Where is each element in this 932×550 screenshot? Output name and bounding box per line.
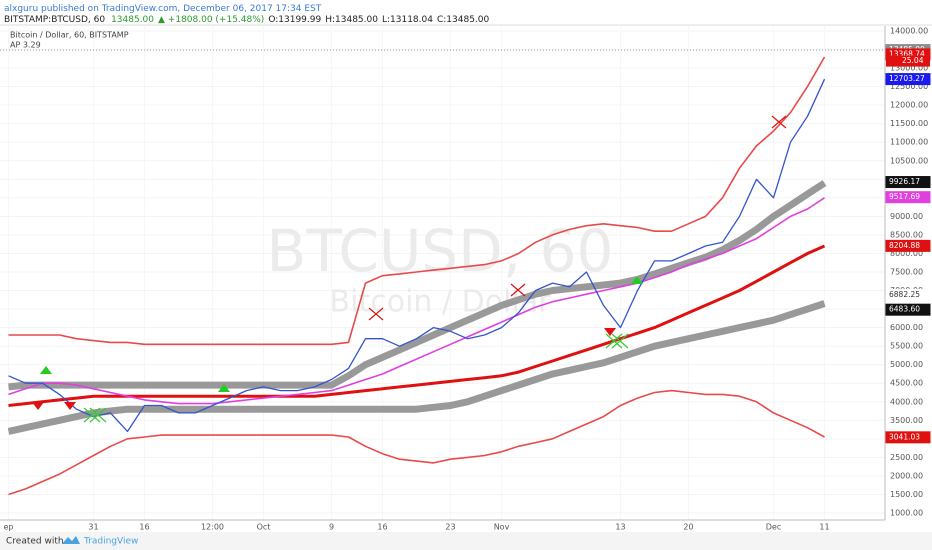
watermark-symbol: BTCUSD, 60 xyxy=(267,217,614,285)
series-line xyxy=(7,300,826,435)
series-line xyxy=(8,78,826,433)
price-tag xyxy=(885,303,931,316)
buy-marker xyxy=(631,276,643,284)
price-tag-label: 6882.25 xyxy=(889,290,920,299)
y-tick-label: 2500.00 xyxy=(890,453,923,462)
plot xyxy=(0,49,885,496)
y-tick-label: 9000.00 xyxy=(890,212,923,221)
symbol: BITSTAMP:BTCUSD, 60 xyxy=(4,15,105,25)
indicator-tag xyxy=(886,55,930,67)
indicator-tag-label: 25.04 xyxy=(902,56,924,65)
x-tick-label: 13 xyxy=(615,523,625,532)
footer-created: Created with xyxy=(6,537,64,547)
series-line xyxy=(8,197,825,405)
x-tick-label: ep xyxy=(4,523,14,532)
series-line xyxy=(8,56,826,346)
cross-marker xyxy=(510,283,526,297)
price-tag-label: 3041.03 xyxy=(889,432,920,441)
price-tag xyxy=(885,431,931,444)
sell-marker xyxy=(64,402,76,410)
x-tick-label: 16 xyxy=(377,523,387,532)
y-tick-label: 4000.00 xyxy=(890,397,923,406)
brand-logo xyxy=(62,536,80,544)
buy-marker xyxy=(218,384,230,392)
pane-title: Bitcoin / Dollar, 60, BITSTAMP xyxy=(10,31,129,40)
x-tick-label: 20 xyxy=(683,523,693,532)
x-tick-label: Nov xyxy=(494,523,510,532)
y-tick-label: 10500.00 xyxy=(890,156,928,165)
price-tag-label: 9926.17 xyxy=(889,177,920,186)
y-tick-label: 2000.00 xyxy=(890,471,923,480)
ohlc: L:13118.04 xyxy=(382,15,433,25)
price-tag-label: 9517.69 xyxy=(889,192,920,201)
price-tag xyxy=(885,191,931,204)
x-tick-label: 9 xyxy=(329,523,334,532)
series-line xyxy=(8,389,825,496)
y-tick-label: 12000.00 xyxy=(890,101,928,110)
x-tick-label: Oct xyxy=(257,523,271,532)
y-tick-label: 8500.00 xyxy=(890,230,923,239)
y-tick-label: 11000.00 xyxy=(890,138,928,147)
ohlc: H:13485.00 xyxy=(325,15,378,25)
buy-marker xyxy=(40,366,52,374)
series-line xyxy=(8,244,826,407)
cross-marker xyxy=(83,407,107,423)
x-tick-label: 11 xyxy=(819,523,829,532)
y-tick-label: 8000.00 xyxy=(890,249,923,258)
y-tick-label: 6000.00 xyxy=(890,323,923,332)
y-tick-label: 12500.00 xyxy=(890,82,928,91)
sell-marker xyxy=(32,402,44,410)
axes: 1000.001500.002000.002500.003000.003500.… xyxy=(4,27,931,532)
y-tick-label: 13000.00 xyxy=(890,64,928,73)
price-tag xyxy=(885,176,931,189)
x-tick-label: 12:00 xyxy=(201,523,224,532)
x-tick-label: 23 xyxy=(445,523,455,532)
price-tag-label: 13368.74 xyxy=(889,49,925,58)
price-tag xyxy=(885,239,931,252)
symbol-line: BITSTAMP:BTCUSD, 60 13485.00 ▲ +1808.00 (+… xyxy=(4,15,490,25)
cross-marker xyxy=(605,333,629,349)
sell-marker xyxy=(604,328,616,336)
last-price: 13485.00 xyxy=(111,15,154,25)
published: alxguru published on TradingView.com, De… xyxy=(4,4,322,14)
y-tick-label: 1500.00 xyxy=(890,490,923,499)
ohlc: O:13199.99 xyxy=(268,15,321,25)
change: ▲ +1808.00 (+15.48%) xyxy=(158,15,264,25)
indicator-label: AP 3.29 xyxy=(10,41,41,50)
y-tick-label: 14000.00 xyxy=(890,27,928,36)
price-tag-label: 12703.27 xyxy=(889,74,925,83)
y-tick-label: 3500.00 xyxy=(890,416,923,425)
footer-brand: TradingView xyxy=(83,537,138,547)
x-tick-label: 16 xyxy=(139,523,149,532)
ohlc: C:13485.00 xyxy=(437,15,490,25)
signal-markers xyxy=(32,115,787,423)
price-tag xyxy=(885,288,931,301)
y-tick-label: 11500.00 xyxy=(890,119,928,128)
cross-marker xyxy=(771,115,787,129)
y-tick-label: 4500.00 xyxy=(890,379,923,388)
price-tag-label: 6483.60 xyxy=(889,305,920,314)
y-tick-label: 1000.00 xyxy=(890,509,923,518)
cross-marker xyxy=(368,307,384,321)
published-line: alxguru published on TradingView.com, De… xyxy=(4,4,322,14)
y-tick-label: 7500.00 xyxy=(890,268,923,277)
price-tag xyxy=(885,73,931,86)
x-tick-label: 31 xyxy=(88,523,98,532)
series-line xyxy=(8,180,827,391)
y-tick-label: 5000.00 xyxy=(890,360,923,369)
price-tag-label: 8204.88 xyxy=(889,241,920,250)
footer-bar xyxy=(0,532,932,550)
y-tick-label: 5500.00 xyxy=(890,342,923,351)
x-tick-label: Dec xyxy=(766,523,781,532)
